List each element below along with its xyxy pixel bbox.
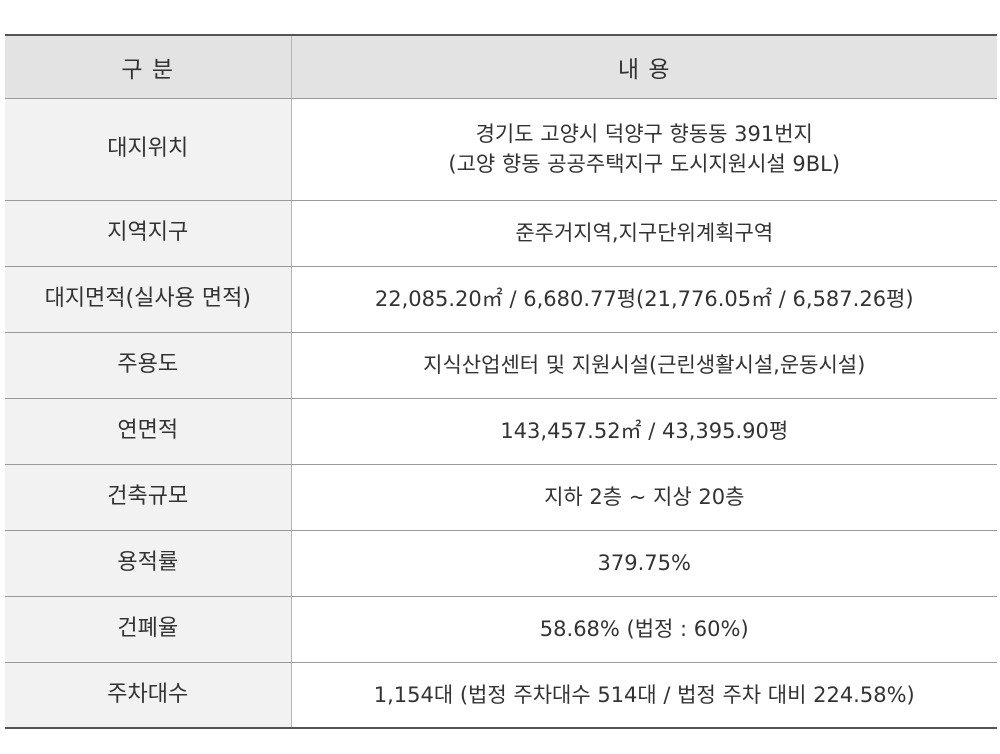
row-value: 58.68% (법정 : 60%) (291, 596, 997, 663)
row-value: 지하 2층 ~ 지상 20층 (291, 464, 997, 531)
row-label: 연면적 (5, 398, 292, 465)
table-row-gross-floor-area: 연면적 143,457.52㎡ / 43,395.90평 (5, 398, 997, 465)
overview-table-container: 구 분 내 용 대지위치 경기도 고양시 덕양구 향동동 391번지 (고양 향… (5, 34, 997, 729)
header-content: 내 용 (291, 34, 997, 99)
row-label: 건폐율 (5, 596, 292, 663)
row-value: 379.75% (291, 530, 997, 597)
row-value: 22,085.20㎡ / 6,680.77평(21,776.05㎡ / 6,58… (291, 266, 997, 333)
row-label: 주용도 (5, 332, 292, 399)
building-overview-table: 구 분 내 용 대지위치 경기도 고양시 덕양구 향동동 391번지 (고양 향… (5, 34, 997, 729)
table-row-main-use: 주용도 지식산업센터 및 지원시설(근린생활시설,운동시설) (5, 332, 997, 399)
table-row-parking: 주차대수 1,154대 (법정 주차대수 514대 / 법정 주차 대비 224… (5, 662, 997, 729)
row-label: 지역지구 (5, 200, 292, 267)
row-label: 건축규모 (5, 464, 292, 531)
table-row-building-scale: 건축규모 지하 2층 ~ 지상 20층 (5, 464, 997, 531)
row-value: 지식산업센터 및 지원시설(근린생활시설,운동시설) (291, 332, 997, 399)
table-row-floor-area-ratio: 용적률 379.75% (5, 530, 997, 597)
row-label: 대지면적(실사용 면적) (5, 266, 292, 333)
table-row-site-location: 대지위치 경기도 고양시 덕양구 향동동 391번지 (고양 향동 공공주택지구… (5, 98, 997, 201)
row-value: 경기도 고양시 덕양구 향동동 391번지 (고양 향동 공공주택지구 도시지원… (291, 98, 997, 201)
row-value-line: (고양 향동 공공주택지구 도시지원시설 9BL) (448, 152, 841, 176)
header-category: 구 분 (5, 34, 292, 99)
row-value: 1,154대 (법정 주차대수 514대 / 법정 주차 대비 224.58%) (291, 662, 997, 729)
row-value: 준주거지역,지구단위계획구역 (291, 200, 997, 267)
table-row-site-area: 대지면적(실사용 면적) 22,085.20㎡ / 6,680.77평(21,7… (5, 266, 997, 333)
row-label: 용적률 (5, 530, 292, 597)
row-label: 주차대수 (5, 662, 292, 729)
row-value: 143,457.52㎡ / 43,395.90평 (291, 398, 997, 465)
row-label: 대지위치 (5, 98, 292, 201)
row-value-line: 경기도 고양시 덕양구 향동동 391번지 (475, 122, 813, 146)
table-header-row: 구 분 내 용 (5, 34, 997, 99)
table-row-building-coverage: 건폐율 58.68% (법정 : 60%) (5, 596, 997, 663)
table-row-zoning: 지역지구 준주거지역,지구단위계획구역 (5, 200, 997, 267)
